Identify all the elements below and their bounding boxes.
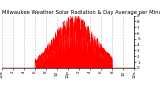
Text: Milwaukee Weather Solar Radiation & Day Average per Minute W/m2 (Today): Milwaukee Weather Solar Radiation & Day …	[2, 10, 160, 15]
